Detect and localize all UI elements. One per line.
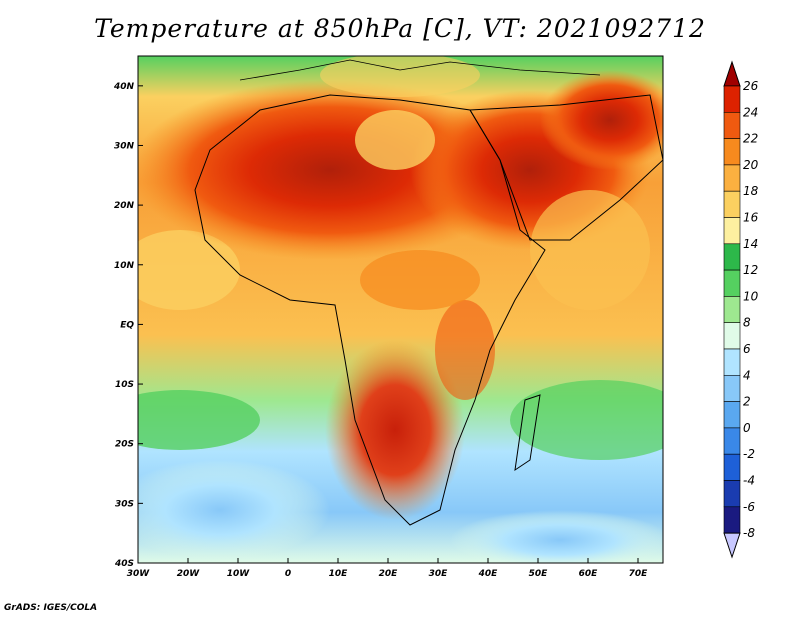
colorbar-label: 4 (743, 368, 751, 382)
colorbar-label: -8 (743, 526, 755, 540)
colorbar-label: 16 (743, 211, 759, 225)
lon-tick-label: 30W (127, 569, 151, 579)
colorbar-label: 0 (743, 421, 751, 435)
latitude-ticks: 40N 30N 20N 10N EQ 10S 20S 30S 40S (113, 82, 143, 569)
colorbar-swatch (723, 427, 741, 455)
colorbar-label: 22 (743, 132, 758, 146)
colorbar-swatch (723, 374, 741, 402)
colorbar-swatch (723, 112, 741, 139)
lat-tick-label: 20S (115, 440, 134, 450)
colorbar-swatch (723, 348, 741, 376)
colorbar-top-arrow (723, 60, 741, 87)
lon-tick-label: 20E (379, 569, 399, 579)
lon-tick-label: 70E (629, 569, 649, 579)
colorbar-label: 20 (743, 158, 759, 172)
lat-tick-label: 20N (114, 201, 135, 211)
lon-tick-label: 50E (529, 569, 549, 579)
colorbar-label: 14 (743, 237, 758, 251)
colorbar-label: 26 (743, 79, 759, 93)
lon-tick-label: 10W (227, 569, 251, 579)
colorbar-swatch (723, 322, 741, 350)
lon-tick-label: 10E (329, 569, 349, 579)
europe-coastline (239, 59, 601, 81)
colorbar-swatch (723, 217, 741, 245)
colorbar-swatch (723, 243, 741, 271)
colorbar-swatch (723, 269, 741, 297)
lat-tick-label: 30S (115, 499, 134, 509)
colorbar-label: -6 (743, 500, 755, 514)
africa-coastline (194, 94, 546, 526)
colorbar-label: 8 (743, 316, 751, 330)
colorbar-label: 2 (743, 395, 751, 409)
lon-tick-label: 30E (429, 569, 449, 579)
credit-footer: GrADS: IGES/COLA (4, 603, 98, 613)
colorbar-swatch (723, 296, 741, 323)
lat-tick-label: 40S (114, 559, 134, 569)
colorbar-swatch (723, 401, 741, 429)
map-frame (137, 55, 664, 564)
colorbar-swatch (723, 506, 741, 534)
arabia-coastline (469, 94, 663, 241)
colorbar-label: 10 (743, 289, 759, 303)
longitude-ticks: 30W 20W 10W 0 10E 20E 30E 40E 50E 60E 70E (127, 558, 648, 579)
colorbar-label: -2 (743, 447, 755, 461)
colorbar-swatch (723, 453, 741, 481)
colorbar-swatch (723, 85, 741, 113)
temperature-field (138, 56, 663, 563)
map-title: Temperature at 850hPa [C], VT: 202109271… (94, 14, 706, 43)
colorbar-label: 18 (743, 184, 759, 198)
lat-tick-label: 10S (115, 380, 134, 390)
lon-tick-label: 60E (579, 569, 599, 579)
madagascar-coastline (514, 394, 541, 472)
lon-tick-label: 0 (285, 569, 291, 579)
colorbar-label: 12 (743, 263, 758, 277)
colorbar-swatch (723, 138, 741, 166)
colorbar-bottom-arrow (723, 532, 741, 559)
lat-tick-label: 10N (114, 261, 135, 271)
colorbar-label: 24 (743, 105, 758, 119)
lon-tick-label: 20W (177, 569, 201, 579)
lon-tick-label: 40E (478, 569, 499, 579)
colorbar-swatch (723, 480, 741, 508)
lat-tick-label: 40N (113, 82, 135, 92)
colorbar-swatch (723, 190, 741, 218)
colorbar-swatch (723, 164, 741, 192)
colorbar-label: -4 (743, 474, 755, 488)
lat-tick-label: EQ (120, 320, 134, 330)
colorbar-label: 6 (743, 342, 751, 356)
lat-tick-label: 30N (114, 141, 135, 151)
